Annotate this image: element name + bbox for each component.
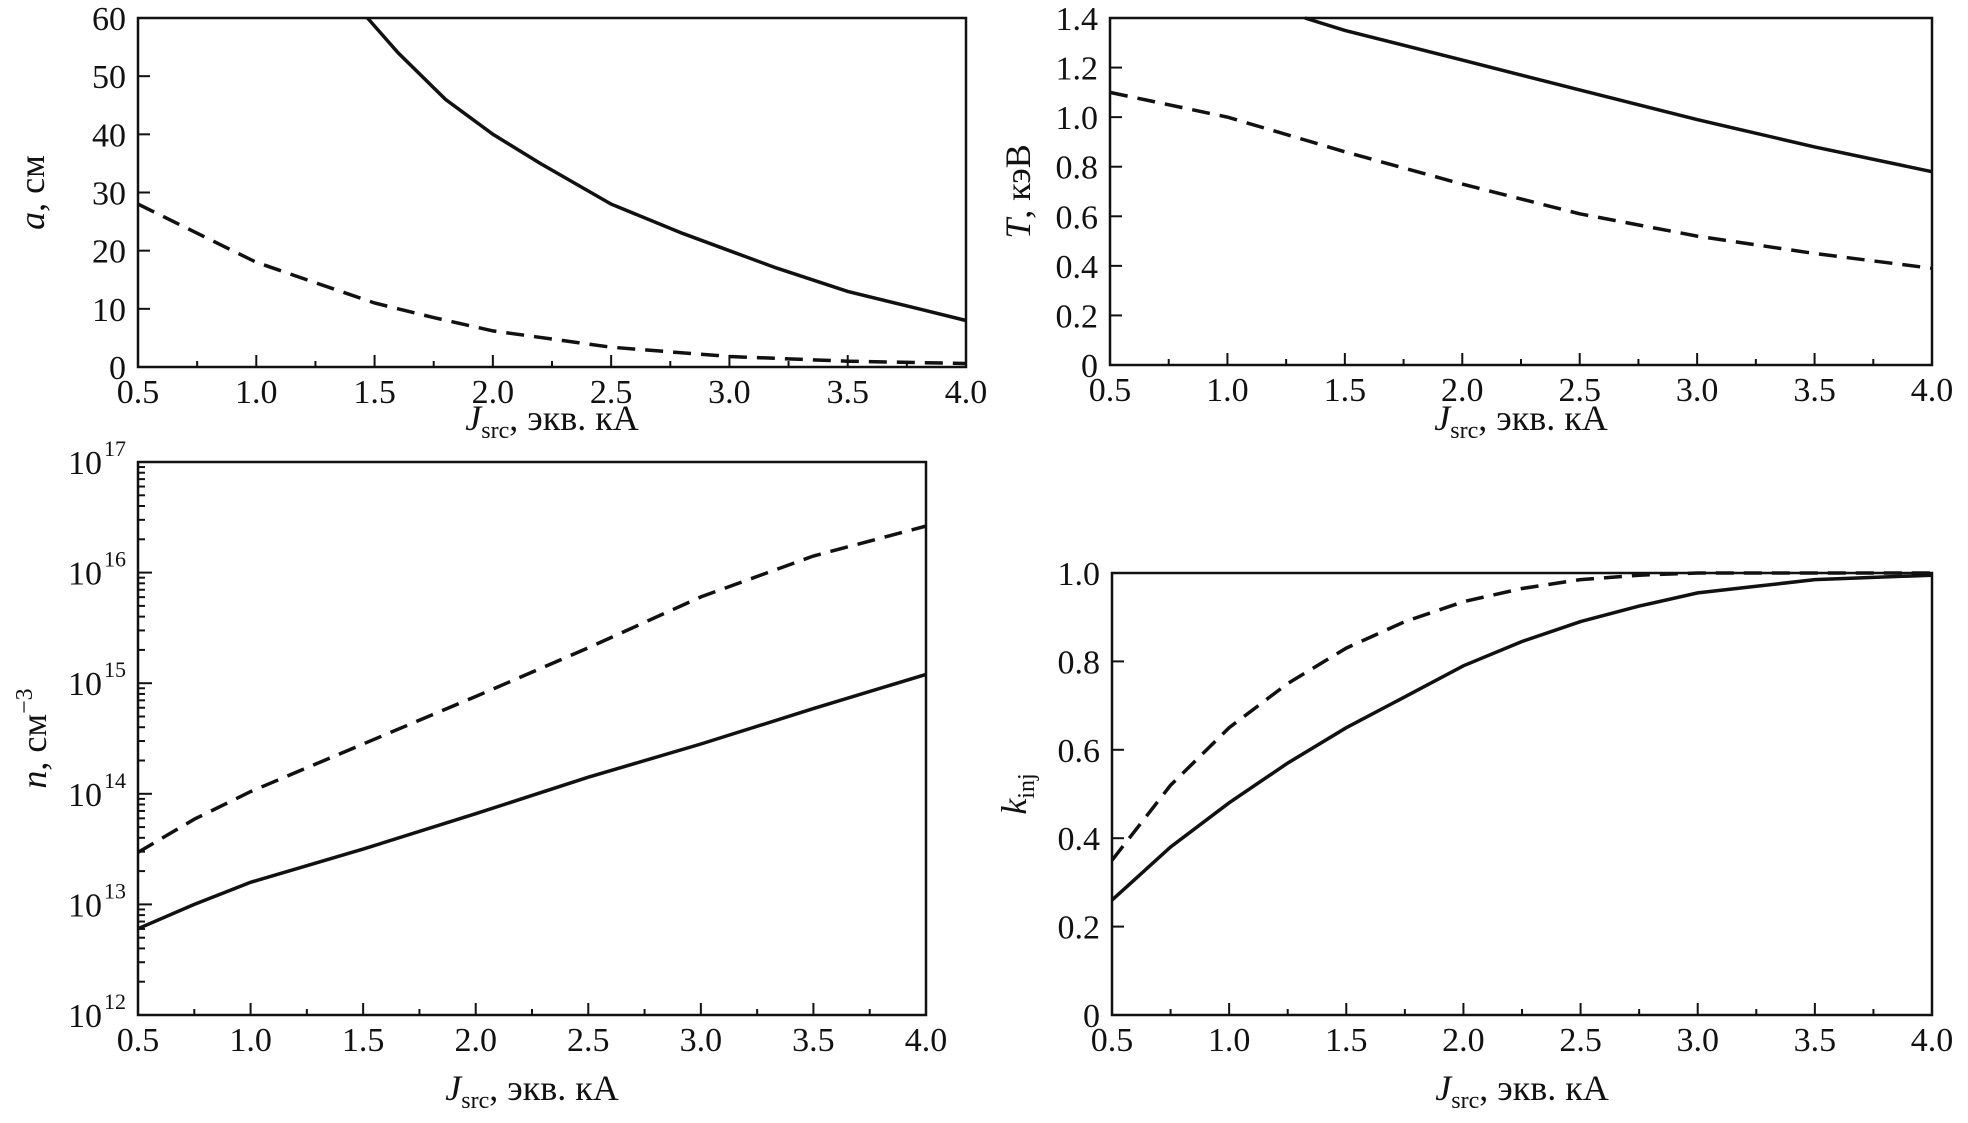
x-tick-label: 3.0 [1676, 372, 1719, 409]
y-tick-label: 10 [92, 292, 126, 329]
y-tick-label: 0.2 [1056, 298, 1099, 335]
y-tick-label: 1.2 [1056, 51, 1099, 88]
y-tick-exponent: 13 [104, 878, 126, 903]
y-tick-label: 0.4 [1058, 821, 1101, 858]
x-tick-label: 0.5 [1091, 1022, 1134, 1059]
y-tick-label: 1.4 [1056, 1, 1099, 38]
x-tick-label: 2.5 [567, 1022, 610, 1059]
y-tick-exponent: 15 [104, 657, 126, 682]
panel-temperature: 0.5 1.0 1.5 2.0 2.5 3.0 3.5 4.0 0 0.2 0.4 0.6 0.8 1.0… [998, 1, 1953, 444]
y-tick-label: 0.8 [1058, 644, 1101, 681]
plot-frame [136, 16, 968, 369]
y-tick-label: 0 [1083, 998, 1100, 1035]
x-axis-label: Jsrc, экв. кА [445, 1068, 618, 1114]
y-tick-label: 0.4 [1056, 249, 1099, 286]
x-tick-label: 3.0 [1676, 1022, 1719, 1059]
x-tick-label: 1.5 [1325, 1022, 1368, 1059]
x-tick-label: 1.0 [229, 1022, 272, 1059]
x-tick-label: 3.5 [1793, 372, 1836, 409]
panel-injection-coefficient: 0.5 1.0 1.5 2.0 2.5 3.0 3.5 4.0 0 0.2 0.4 0.6 0.8 1.0… [994, 556, 1953, 1114]
x-tick-label: 2.0 [1441, 372, 1484, 409]
x-tick-label: 4.0 [1911, 1022, 1954, 1059]
series-line-dashed [137, 202, 967, 366]
x-tick-label: 3.5 [1794, 1022, 1837, 1059]
x-tick-label: 2.0 [454, 1022, 497, 1059]
x-tick-label: 3.0 [708, 374, 751, 411]
x-axis-label: Jsrc, экв. кА [1434, 398, 1607, 444]
x-tick-label: 2.5 [1559, 1022, 1602, 1059]
y-tick-exponent: 14 [104, 768, 126, 793]
x-tick-label: 1.0 [1208, 1022, 1251, 1059]
y-tick-label: 10 [68, 777, 102, 814]
x-tick-label: 2.0 [1442, 1022, 1485, 1059]
plot-frame [1110, 571, 1934, 1017]
y-tick-exponent: 16 [104, 547, 126, 572]
x-tick-label: 4.0 [1911, 372, 1954, 409]
x-tick-label: 3.5 [826, 374, 869, 411]
y-tick-label: 60 [92, 1, 126, 38]
series-line-dashed [1109, 90, 1933, 271]
y-axis-label: T, кэВ [998, 144, 1038, 239]
series-line-dashed [1110, 571, 1932, 862]
y-tick-label: 40 [92, 117, 126, 154]
y-tick-label: 10 [68, 666, 102, 703]
plot-frame [136, 460, 928, 1017]
panel-a-radius: 0.5 1.0 1.5 2.0 2.5 3.0 3.5 4.0 0 10 20 30 40 50 60 Jsr… [12, 1, 987, 444]
y-tick-label: 30 [92, 176, 126, 213]
series-line-dashed [137, 524, 927, 854]
y-tick-label: 50 [92, 59, 126, 96]
y-tick-exponent: 12 [104, 989, 126, 1014]
x-tick-label: 3.0 [680, 1022, 723, 1059]
x-tick-label: 2.0 [472, 374, 515, 411]
y-tick-label: 0.8 [1056, 150, 1099, 187]
series-line-solid [137, 672, 927, 931]
series-line-solid [1304, 16, 1933, 174]
series-line-solid [366, 16, 967, 323]
y-tick-label: 10 [68, 556, 102, 593]
y-tick-label: 0 [109, 350, 126, 387]
x-tick-label: 1.0 [1206, 372, 1249, 409]
y-tick-label: 10 [68, 445, 102, 482]
plot-frame [1108, 16, 1934, 367]
x-tick-label: 1.5 [342, 1022, 385, 1059]
x-tick-label: 1.5 [1324, 372, 1367, 409]
x-tick-label: 0.5 [117, 1022, 160, 1059]
y-tick-label: 10 [68, 998, 102, 1035]
x-tick-label: 0.5 [117, 374, 160, 411]
y-tick-label: 10 [68, 887, 102, 924]
x-tick-label: 4.0 [945, 374, 988, 411]
y-tick-exponent: 17 [104, 436, 126, 461]
y-tick-label: 20 [92, 234, 126, 271]
y-tick-label: 0.6 [1056, 199, 1099, 236]
x-axis-label: Jsrc, экв. кА [465, 398, 638, 444]
x-axis-label: Jsrc, экв. кА [1435, 1068, 1608, 1114]
x-tick-label: 1.0 [235, 374, 278, 411]
y-axis-label: n, см−3 [12, 688, 54, 788]
x-tick-label: 3.5 [792, 1022, 835, 1059]
x-tick-label: 2.5 [590, 374, 633, 411]
y-tick-label: 1.0 [1058, 556, 1101, 593]
x-tick-label: 0.5 [1089, 372, 1132, 409]
y-tick-label: 1.0 [1056, 100, 1099, 137]
y-tick-label: 0 [1081, 348, 1098, 385]
y-tick-label: 0.2 [1058, 910, 1101, 947]
y-axis-label: a, см [12, 155, 52, 230]
x-tick-label: 4.0 [905, 1022, 948, 1059]
x-tick-label: 2.5 [1558, 372, 1601, 409]
y-axis-label: kinj [994, 773, 1040, 814]
y-tick-label: 0.6 [1058, 733, 1101, 770]
series-line-solid [1110, 573, 1933, 902]
x-tick-label: 1.5 [353, 374, 396, 411]
